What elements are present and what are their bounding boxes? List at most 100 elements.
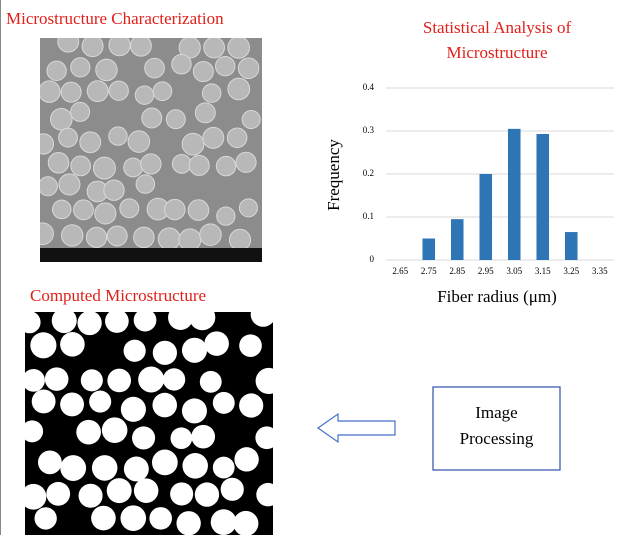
panel-title: Computed Microstructure	[30, 286, 206, 305]
fiber	[59, 128, 78, 147]
fiber	[21, 420, 43, 442]
fiber	[200, 371, 222, 393]
fiber	[211, 509, 237, 535]
fiber	[82, 36, 103, 57]
fiber	[189, 304, 215, 330]
y-tick-label: 0.2	[363, 168, 374, 178]
fiber	[121, 397, 146, 422]
arrow	[318, 414, 395, 442]
fiber	[52, 200, 71, 219]
fiber	[242, 111, 260, 129]
x-tick-label: 3.25	[563, 266, 579, 276]
fiber	[120, 505, 146, 531]
binary-image	[18, 302, 281, 535]
fiber	[52, 308, 77, 333]
x-tick-label: 2.65	[392, 266, 408, 276]
y-tick-label: 0.3	[363, 125, 375, 135]
x-tick-label: 2.85	[449, 266, 465, 276]
fiber	[128, 131, 150, 153]
fiber	[92, 455, 118, 481]
fiber	[47, 61, 66, 80]
fiber	[145, 58, 165, 78]
fiber	[33, 134, 53, 154]
fiber	[255, 426, 278, 449]
x-axis-label: Fiber radius (μm)	[437, 287, 557, 306]
fiber	[30, 332, 56, 358]
fiber	[251, 302, 276, 327]
fiber	[93, 157, 115, 179]
fiber	[136, 175, 155, 194]
fiber	[203, 127, 224, 148]
fiber	[142, 108, 162, 128]
fiber	[95, 203, 116, 224]
process-label: Image	[475, 403, 517, 422]
fiber	[168, 305, 193, 330]
fiber	[104, 180, 124, 200]
fiber	[32, 223, 54, 245]
fiber	[71, 102, 90, 121]
fiber	[165, 199, 185, 219]
fiber	[60, 455, 86, 481]
fiber	[21, 484, 47, 510]
fiber	[109, 35, 130, 56]
fiber	[74, 200, 94, 220]
fiber	[193, 62, 213, 82]
fiber	[217, 207, 235, 225]
fiber	[107, 478, 132, 503]
fiber	[124, 158, 143, 177]
fiber	[46, 482, 70, 506]
fiber	[39, 81, 60, 102]
fiber	[158, 228, 180, 250]
fiber	[238, 58, 258, 78]
sem-image	[32, 31, 262, 262]
fiber	[170, 482, 193, 505]
fiber	[107, 226, 127, 246]
x-tick-label: 3.15	[535, 266, 551, 276]
fiber	[152, 450, 178, 476]
fiber	[228, 37, 250, 59]
sem-info-bar	[40, 248, 262, 262]
bar	[536, 134, 549, 260]
fiber	[172, 154, 191, 173]
fiber	[182, 453, 208, 479]
fiber	[124, 457, 149, 482]
bar	[508, 129, 521, 260]
fiber	[48, 153, 68, 173]
fiber	[32, 389, 56, 413]
fiber	[62, 225, 83, 246]
fiber	[152, 393, 177, 418]
x-tick-label: 3.35	[592, 266, 608, 276]
fiber	[138, 367, 164, 393]
fiber	[45, 367, 69, 391]
fiber	[236, 152, 256, 172]
fiber	[239, 393, 263, 417]
fiber	[22, 369, 45, 392]
x-tick-label: 2.75	[421, 266, 437, 276]
fiber	[87, 81, 108, 102]
fiber	[149, 507, 172, 530]
fiber	[107, 369, 131, 393]
fiber	[86, 227, 106, 247]
fiber	[134, 309, 157, 332]
bar	[422, 239, 435, 261]
x-tick-label: 2.95	[478, 266, 494, 276]
fiber	[182, 338, 207, 363]
y-tick-label: 0	[370, 254, 375, 264]
fiber	[179, 229, 201, 251]
fiber	[256, 483, 279, 506]
panel-title: Microstructure Characterization	[6, 9, 224, 28]
fiber	[227, 128, 247, 148]
fiber	[134, 227, 155, 248]
fiber	[96, 59, 118, 81]
fiber	[234, 447, 258, 471]
bar	[565, 232, 578, 260]
chart: 00.10.20.30.42.652.752.852.953.053.153.2…	[363, 82, 614, 276]
chart-title: Microstructure	[446, 43, 547, 62]
fiber	[215, 56, 234, 75]
fiber	[120, 199, 139, 218]
fiber	[163, 368, 185, 390]
fiber	[77, 311, 101, 335]
fiber	[153, 82, 172, 101]
fiber	[153, 341, 177, 365]
fiber	[229, 229, 250, 250]
